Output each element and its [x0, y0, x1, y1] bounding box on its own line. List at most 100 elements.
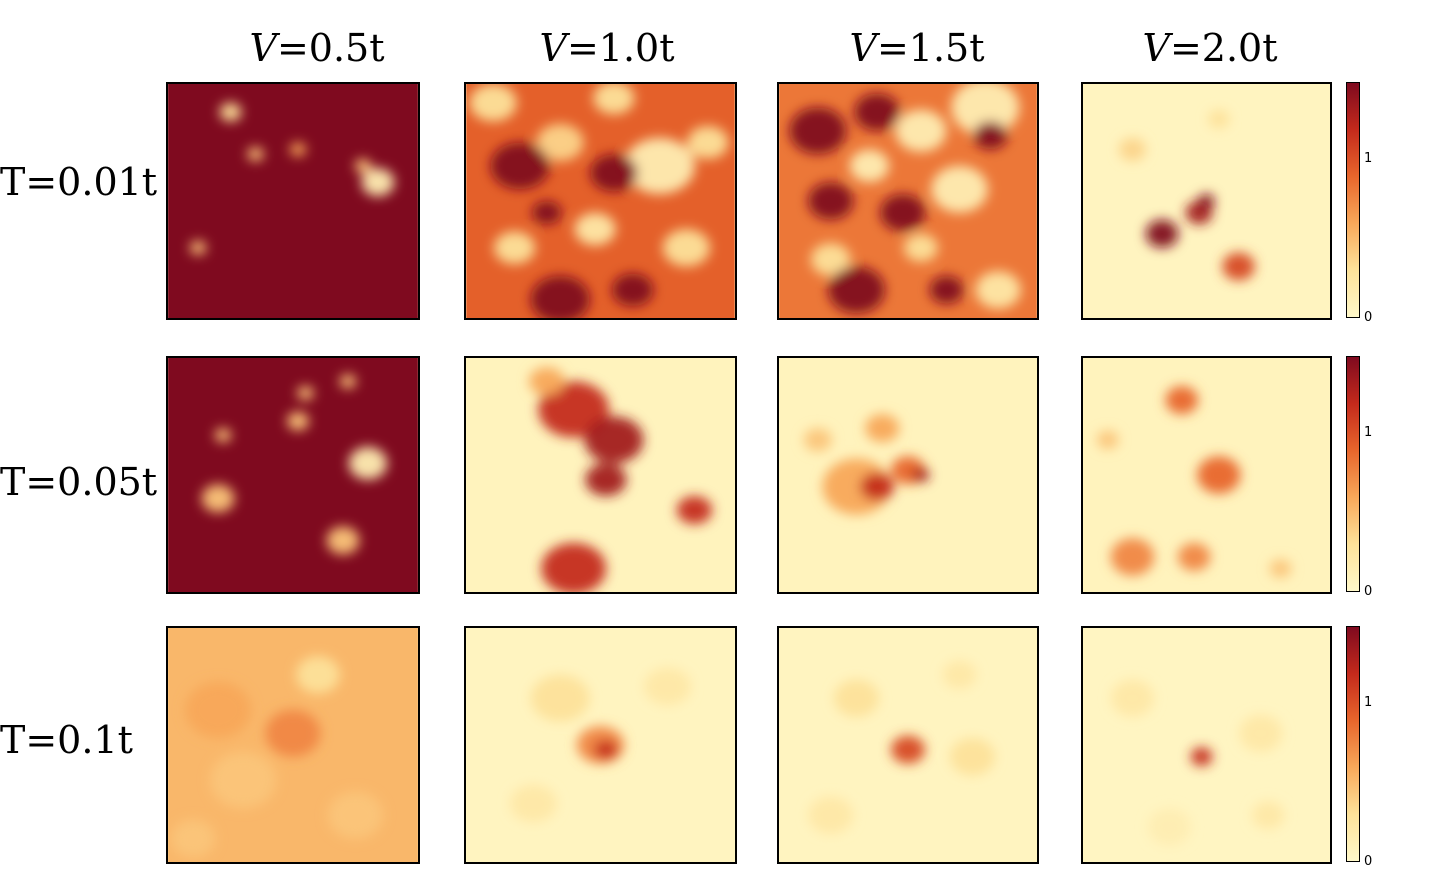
heatmap-blob: [1207, 109, 1230, 129]
heatmap-blob: [975, 271, 1021, 309]
heatmap-blob: [1147, 808, 1192, 846]
heatmap-blob: [612, 273, 654, 307]
heatmap-blob: [662, 229, 711, 267]
heatmap-blob: [530, 275, 590, 318]
heatmap-blob: [327, 791, 383, 839]
column-title-3: V=2.0t: [1142, 26, 1278, 70]
heatmap-blob: [210, 752, 277, 809]
heatmap-blob: [529, 367, 565, 396]
heatmap-blob: [287, 411, 309, 431]
heatmap-blob: [574, 212, 616, 246]
heatmap-blob: [493, 231, 536, 265]
heatmap-panel-r2-c2: [777, 626, 1039, 864]
heatmap-blob: [854, 93, 900, 131]
heatmap-blob: [593, 84, 635, 115]
row-label-0: T=0.01t: [0, 160, 158, 204]
heatmap-panel-r1-c3: [1081, 356, 1332, 594]
heatmap-blob: [348, 446, 388, 480]
heatmap-blob: [469, 84, 517, 122]
heatmap-blob: [1239, 714, 1283, 753]
heatmap-blob: [942, 660, 977, 689]
heatmap-blob: [1118, 137, 1147, 162]
heatmap-panel-r0-c2: [777, 82, 1039, 320]
heatmap-blob: [1251, 801, 1285, 830]
heatmap-blob: [1197, 456, 1241, 494]
heatmap-background: [466, 84, 735, 318]
heatmap-panel-r1-c0: [166, 356, 420, 594]
colorbar-1-tick-1: 1: [1364, 425, 1373, 440]
heatmap-panel-r2-c3: [1081, 626, 1332, 864]
heatmap-blob: [219, 102, 242, 122]
heatmap-blob: [973, 121, 1008, 150]
heatmap-panel-r0-c1: [464, 82, 737, 320]
heatmap-blob: [833, 679, 880, 717]
heatmap-blob: [1165, 386, 1199, 415]
heatmap-blob: [1190, 747, 1213, 767]
heatmap-blob: [1269, 559, 1292, 578]
colorbar-2: [1346, 626, 1360, 862]
heatmap-panel-r1-c2: [777, 356, 1039, 594]
heatmap-panel-r2-c0: [166, 626, 420, 864]
heatmap-blob: [289, 142, 307, 157]
row-label-2: T=0.1t: [0, 718, 133, 762]
heatmap-blob: [584, 416, 644, 464]
heatmap-blob: [590, 154, 638, 192]
colorbar-0: [1346, 82, 1360, 318]
heatmap-blob: [509, 784, 558, 823]
heatmap-blob: [1096, 430, 1119, 450]
heatmap-blob: [808, 182, 854, 220]
heatmap-blob: [536, 123, 584, 162]
heatmap-blob: [297, 386, 314, 401]
heatmap-blob: [1110, 679, 1155, 717]
heatmap-blob: [201, 484, 235, 513]
heatmap-blob: [361, 168, 395, 197]
heatmap-blob: [532, 201, 562, 225]
heatmap-background: [168, 84, 418, 318]
heatmap-blob: [541, 542, 607, 592]
heatmap-blob: [185, 681, 252, 738]
heatmap-blob: [929, 275, 964, 304]
heatmap-blob: [912, 467, 930, 483]
colorbar-1-tick-0: 0: [1364, 584, 1373, 599]
heatmap-blob: [585, 463, 627, 497]
heatmap-panel-r0-c3: [1081, 82, 1332, 320]
heatmap-blob: [265, 709, 321, 757]
heatmap-blob: [339, 374, 357, 389]
heatmap-blob: [860, 472, 895, 501]
heatmap-blob: [538, 381, 610, 438]
heatmap-blob: [828, 266, 885, 314]
heatmap-blob: [189, 240, 207, 255]
colorbar-2-tick-0: 0: [1364, 854, 1373, 869]
heatmap-blob: [803, 428, 833, 452]
heatmap-blob: [295, 656, 340, 694]
heatmap-blob: [1198, 193, 1215, 209]
heatmap-blob: [490, 142, 550, 190]
heatmap-blob: [171, 819, 216, 858]
heatmap-blob: [789, 107, 847, 155]
heatmap-blob: [890, 735, 926, 764]
colorbar-0-tick-0: 0: [1364, 310, 1373, 325]
heatmap-panel-r1-c1: [464, 356, 737, 594]
heatmap-blob: [1177, 542, 1211, 571]
heatmap-blob: [880, 193, 926, 232]
heatmap-panel-r2-c1: [464, 626, 737, 864]
column-title-0: V=0.5t: [249, 26, 385, 70]
heatmap-blob: [865, 414, 900, 443]
heatmap-blob: [530, 674, 590, 722]
heatmap-blob: [624, 137, 695, 194]
heatmap-blob: [903, 233, 938, 262]
heatmap-blob: [214, 428, 232, 443]
column-title-1: V=1.0t: [539, 26, 675, 70]
colorbar-2-tick-1: 1: [1364, 695, 1373, 710]
heatmap-blob: [676, 496, 713, 525]
heatmap-blob: [1145, 219, 1179, 248]
heatmap-blob: [247, 147, 264, 162]
colorbar-0-tick-1: 1: [1364, 151, 1373, 166]
row-label-1: T=0.05t: [0, 460, 158, 504]
heatmap-blob: [1110, 538, 1155, 576]
colorbar-1: [1346, 356, 1360, 592]
heatmap-panel-r0-c0: [166, 82, 420, 320]
column-title-2: V=1.5t: [849, 26, 985, 70]
heatmap-blob: [594, 740, 618, 760]
heatmap-blob: [354, 158, 372, 173]
